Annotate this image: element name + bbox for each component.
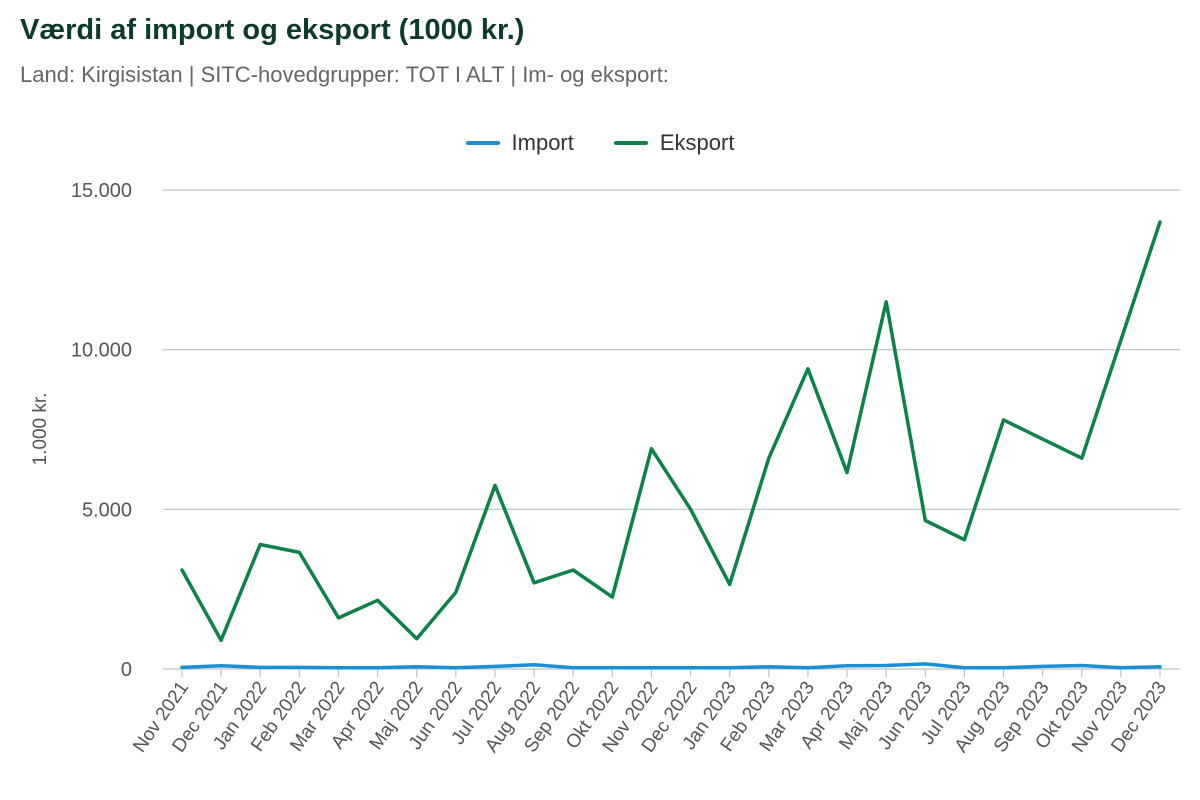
y-axis-label: 1.000 kr. bbox=[30, 393, 51, 466]
series-line-import bbox=[180, 662, 1162, 670]
y-tick-label: 5.000 bbox=[82, 499, 132, 521]
legend-label-eksport: Eksport bbox=[659, 130, 735, 155]
legend-item-eksport[interactable]: Eksport bbox=[613, 130, 735, 156]
legend-swatch-eksport bbox=[613, 141, 648, 145]
series-line-eksport bbox=[180, 220, 1162, 643]
chart-title: Værdi af import og eksport (1000 kr.) bbox=[20, 14, 525, 46]
chart-legend: Import Eksport bbox=[0, 130, 1200, 156]
legend-item-import[interactable]: Import bbox=[465, 130, 574, 156]
y-tick-label: 10.000 bbox=[71, 340, 132, 362]
chart-subtitle: Land: Kirgisistan | SITC-hovedgrupper: T… bbox=[20, 62, 669, 87]
y-tick-label: 15.000 bbox=[71, 180, 132, 202]
y-tick-label: 0 bbox=[121, 659, 132, 681]
legend-label-import: Import bbox=[511, 130, 574, 155]
legend-swatch-import bbox=[465, 141, 500, 145]
